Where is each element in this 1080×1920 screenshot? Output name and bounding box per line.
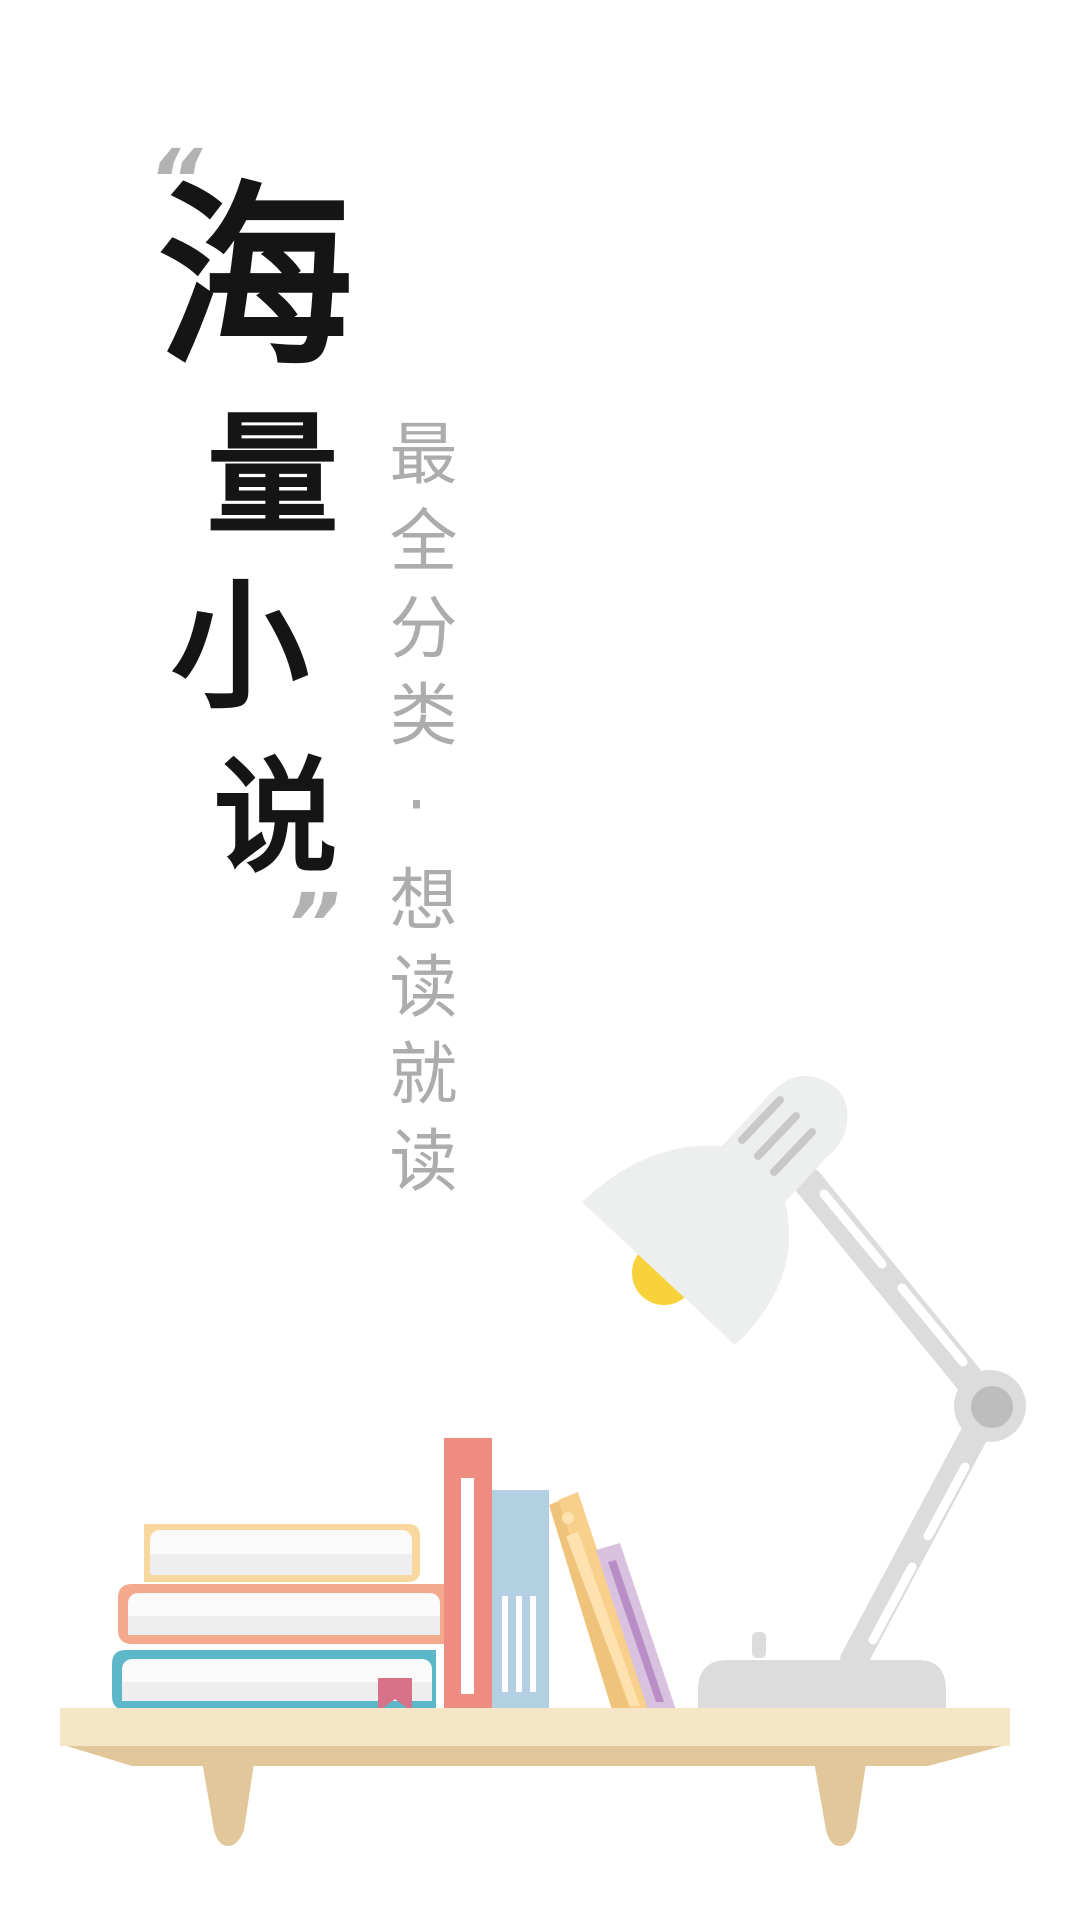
title-char-1: 海 [156,163,353,393]
title-char-2: 量 [206,398,339,553]
desk-lamp-icon [582,1076,1026,1715]
book-stack-icon [112,1524,444,1712]
slogan-text: 最全分类·想读就读 [377,418,456,1212]
title-char-4: 说 [213,745,338,890]
upright-books-icon [444,1438,676,1710]
bookshelf-icon [60,1708,1010,1846]
title-char-3: 小 [170,565,309,728]
opening-quote-mark: “ [148,131,203,229]
bookshelf-lamp-illustration [60,1076,1026,1846]
closing-quote-mark: ” [286,875,341,973]
